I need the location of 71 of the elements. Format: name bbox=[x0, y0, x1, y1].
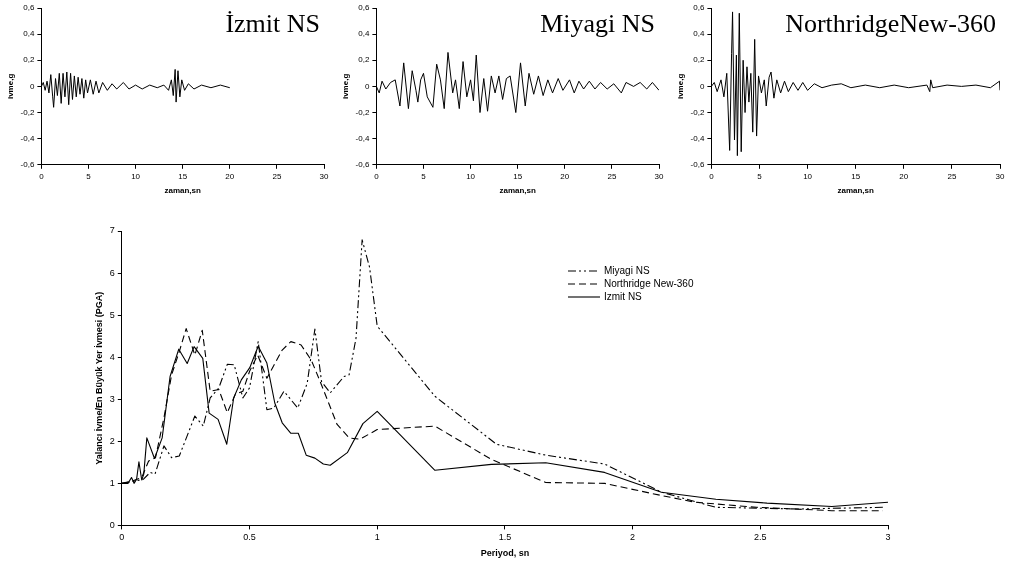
x-tick-label: 15 bbox=[513, 171, 523, 181]
y-tick-label: 6 bbox=[109, 267, 115, 278]
y-tick-label: 0,2 bbox=[693, 55, 705, 65]
y-tick-label: 4 bbox=[109, 351, 115, 362]
chart-title: NorthridgeNew-360 bbox=[785, 8, 996, 38]
x-tick-label: 25 bbox=[607, 171, 617, 181]
x-tick-label: 30 bbox=[995, 171, 1005, 181]
x-tick-label: 5 bbox=[757, 171, 763, 181]
y-tick-label: 3 bbox=[109, 393, 115, 404]
x-tick-label: 10 bbox=[466, 171, 476, 181]
y-tick-label: 0,6 bbox=[358, 3, 370, 13]
x-axis-title: zaman,sn bbox=[164, 186, 202, 196]
y-tick-label: -0,6 bbox=[355, 160, 370, 169]
x-tick-label: 3 bbox=[885, 532, 891, 543]
x-tick-label: 30 bbox=[654, 171, 664, 181]
y-tick-label: 0 bbox=[109, 519, 115, 530]
y-tick-label: 2 bbox=[109, 435, 115, 446]
x-tick-label: 5 bbox=[86, 171, 92, 181]
x-tick-label: 0 bbox=[374, 171, 380, 181]
x-tick-label: 2 bbox=[630, 532, 636, 543]
y-tick-label: 0 bbox=[699, 81, 705, 91]
x-tick-label: 30 bbox=[319, 171, 329, 181]
y-tick-label: 0 bbox=[29, 81, 35, 91]
x-tick-label: 1 bbox=[374, 532, 380, 543]
y-tick-label: -0,4 bbox=[355, 133, 370, 143]
x-tick-label: 0 bbox=[709, 171, 715, 181]
y-tick-label: 5 bbox=[109, 309, 115, 320]
x-tick-label: 1.5 bbox=[498, 532, 512, 543]
x-tick-label: 15 bbox=[851, 171, 861, 181]
y-tick-label: 1 bbox=[109, 477, 115, 488]
y-axis-title: ivme,g bbox=[6, 73, 15, 100]
y-tick-label: 0 bbox=[364, 81, 370, 91]
y-tick-label: -0,4 bbox=[20, 133, 35, 143]
y-tick-label: 0,2 bbox=[23, 55, 35, 65]
x-tick-label: 20 bbox=[899, 171, 909, 181]
x-tick-label: 10 bbox=[803, 171, 813, 181]
y-axis-title: ivme,g bbox=[676, 73, 685, 100]
legend-label: Northridge New-360 bbox=[604, 277, 694, 289]
x-tick-label: 10 bbox=[131, 171, 141, 181]
x-tick-label: 20 bbox=[225, 171, 235, 181]
x-tick-label: 0.5 bbox=[243, 532, 256, 543]
y-tick-label: 0,4 bbox=[693, 29, 705, 39]
legend-label: Izmit NS bbox=[604, 290, 643, 302]
y-axis-title: ivme,g bbox=[341, 73, 350, 100]
y-tick-label: -0,2 bbox=[355, 107, 370, 117]
y-tick-label: -0,6 bbox=[20, 160, 35, 169]
y-axis-title: Yalancı İvme/En Büyük Yer İvmesi (PGA) bbox=[93, 291, 104, 465]
x-tick-label: 25 bbox=[272, 171, 282, 181]
y-tick-label: 0,6 bbox=[23, 3, 35, 13]
y-tick-label: -0,6 bbox=[690, 160, 705, 169]
x-axis-title: zaman,sn bbox=[837, 186, 875, 196]
chart-title: İzmit NS bbox=[225, 8, 320, 38]
y-tick-label: -0,4 bbox=[690, 133, 705, 143]
x-tick-label: 5 bbox=[421, 171, 427, 181]
x-tick-label: 0 bbox=[119, 532, 125, 543]
x-axis-title: Periyod, sn bbox=[480, 548, 530, 559]
legend-label: Miyagi NS bbox=[604, 264, 650, 276]
x-tick-label: 2.5 bbox=[754, 532, 767, 543]
x-tick-label: 0 bbox=[39, 171, 45, 181]
y-tick-label: 0,6 bbox=[693, 3, 705, 13]
x-tick-label: 25 bbox=[947, 171, 957, 181]
y-tick-label: 0,4 bbox=[358, 29, 370, 39]
y-tick-label: 7 bbox=[109, 225, 115, 236]
chart-title: Miyagi NS bbox=[540, 8, 655, 38]
x-tick-label: 20 bbox=[560, 171, 570, 181]
y-tick-label: 0,4 bbox=[23, 29, 35, 39]
y-tick-label: -0,2 bbox=[20, 107, 35, 117]
y-tick-label: -0,2 bbox=[690, 107, 705, 117]
x-tick-label: 15 bbox=[178, 171, 188, 181]
y-tick-label: 0,2 bbox=[358, 55, 370, 65]
x-axis-title: zaman,sn bbox=[499, 186, 537, 196]
